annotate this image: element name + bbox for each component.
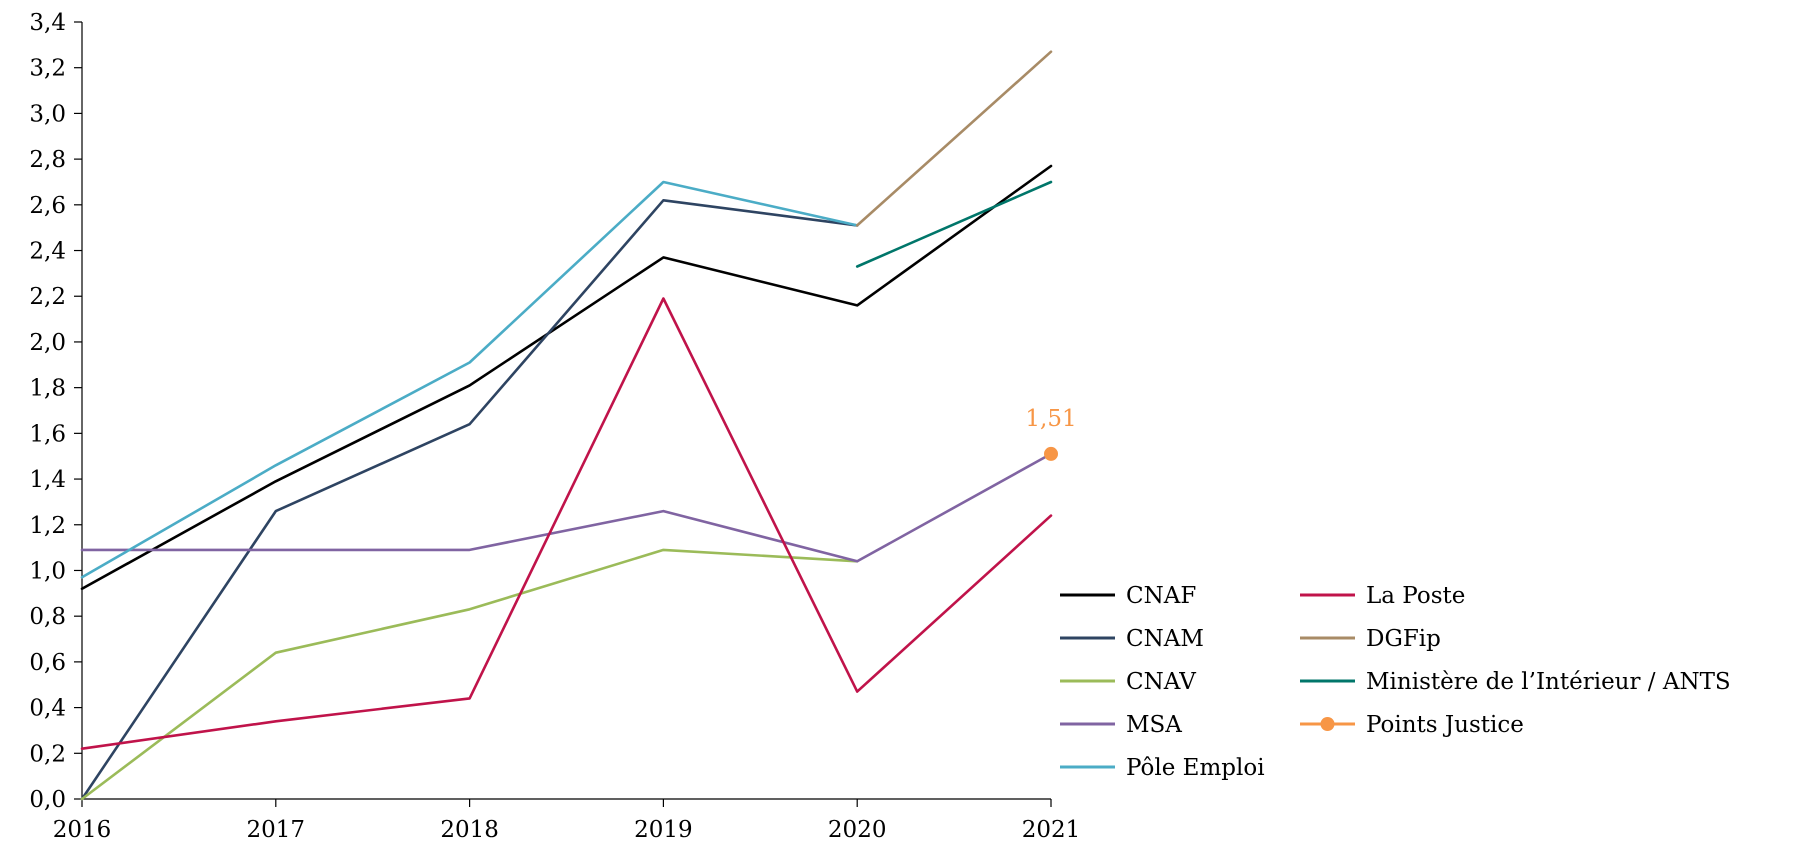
legend-label: CNAM (1126, 626, 1204, 652)
x-tick-label: 2021 (1022, 817, 1081, 843)
y-axis: 0,0 0,2 0,4 0,6 0,8 1,0 1,2 1,4 1,6 1,8 2,0 2,2 2,4 2… (29, 10, 83, 813)
legend-item-msa: MSA (1060, 712, 1182, 738)
legend-label: MSA (1126, 712, 1182, 738)
legend-item-dgfip: DGFip (1300, 626, 1441, 652)
series-line-dgfip (855, 50, 1053, 227)
data-label-points-justice: 1,51 (1025, 406, 1076, 432)
series-line-ministere-de-l-interieur-ants (855, 180, 1053, 268)
series-line-cnam (80, 199, 859, 801)
y-tick-label: 0,4 (29, 696, 66, 722)
y-tick-label: 1,6 (29, 421, 66, 447)
legend-label: Pôle Emploi (1126, 755, 1265, 781)
y-tick-label: 2,6 (29, 193, 66, 219)
y-tick-label: 1,4 (29, 467, 66, 493)
legend-item-cnam: CNAM (1060, 626, 1204, 652)
legend-item-pole-emploi: Pôle Emploi (1060, 755, 1265, 781)
y-tick-label: 0,8 (29, 604, 66, 630)
y-tick-label: 2,0 (29, 330, 66, 356)
legend-item-la-poste: La Poste (1300, 583, 1465, 609)
legend-item-cnav: CNAV (1060, 669, 1196, 695)
legend-item-cnaf: CNAF (1060, 583, 1196, 609)
x-tick-label: 2017 (247, 817, 306, 843)
legend-label: Points Justice (1366, 712, 1524, 738)
point-points-justice (1044, 446, 1058, 461)
x-tick-label: 2020 (828, 817, 887, 843)
legend-item-points-justice: Points Justice (1300, 712, 1524, 738)
y-tick-label: 0,6 (29, 650, 66, 676)
y-tick-label: 3,2 (29, 56, 66, 82)
y-tick-label: 0,0 (29, 787, 66, 813)
series-line-pole-emploi (80, 180, 859, 579)
series-line-msa (80, 452, 1053, 563)
y-tick-label: 1,0 (29, 558, 66, 584)
legend-label: Ministère de l’Intérieur / ANTS (1366, 669, 1731, 695)
y-tick-label: 2,2 (29, 284, 66, 310)
series-line-la-poste (80, 297, 1053, 751)
legend-label: CNAV (1126, 669, 1196, 695)
y-tick-label: 1,8 (29, 376, 66, 402)
x-axis: 2016 2017 2018 2019 2020 2021 (53, 798, 1081, 843)
legend-marker (1320, 717, 1335, 731)
y-tick-label: 3,0 (29, 101, 66, 127)
x-tick-label: 2019 (634, 817, 693, 843)
x-tick-label: 2018 (440, 817, 499, 843)
legend-label: La Poste (1366, 583, 1465, 609)
x-tick-label: 2016 (53, 817, 112, 843)
series-line-cnaf (80, 164, 1053, 591)
y-tick-label: 2,8 (29, 147, 66, 173)
y-tick-label: 0,2 (29, 741, 66, 767)
y-tick-label: 3,4 (29, 10, 66, 36)
y-tick-label: 1,2 (29, 513, 66, 539)
data-labels: 1,51 (1025, 406, 1076, 432)
legend-label: DGFip (1366, 626, 1441, 652)
series-lines (80, 50, 1058, 801)
series-line-cnav (80, 548, 859, 801)
legend-label: CNAF (1126, 583, 1196, 609)
y-tick-label: 2,4 (29, 239, 66, 265)
legend: CNAF CNAM CNAV MSA Pôle Emploi La Poste DGFip M… (1060, 583, 1731, 781)
legend-item-ministere-de-l-interieur-ants: Ministère de l’Intérieur / ANTS (1300, 669, 1731, 695)
